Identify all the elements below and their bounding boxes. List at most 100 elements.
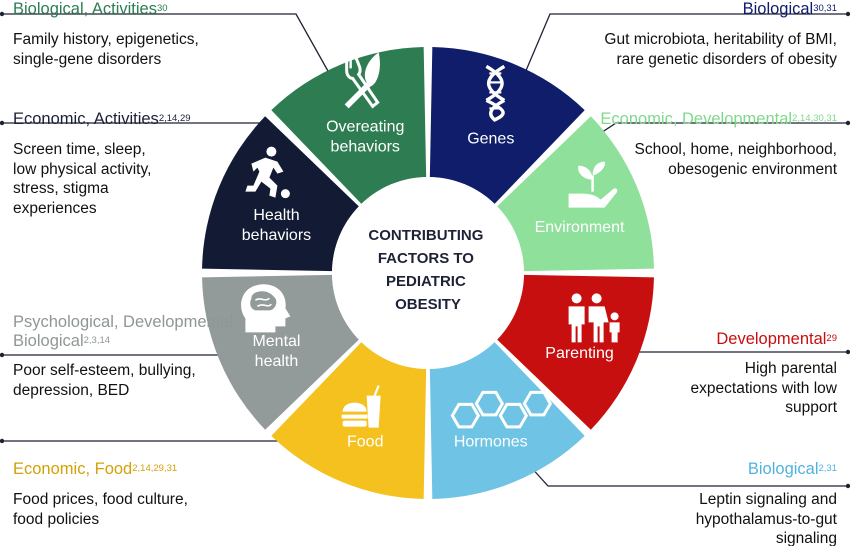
reference-superscript: 2,14,30,31 bbox=[792, 113, 837, 124]
family-icon-shape bbox=[588, 306, 609, 343]
fast-food-icon-shape bbox=[373, 385, 380, 397]
fast-food-icon-shape bbox=[342, 420, 367, 427]
reference-superscript: 2,14,29,31 bbox=[132, 463, 178, 474]
description-line: signaling bbox=[775, 530, 837, 546]
description-line: single-gene disorders bbox=[13, 50, 162, 68]
connector-dot bbox=[845, 349, 850, 355]
soccer-player-icon bbox=[245, 146, 290, 199]
segment-label-line: Genes bbox=[467, 130, 514, 147]
heading-text: Biological bbox=[747, 460, 819, 478]
hand-sprout-icon-shape bbox=[592, 161, 605, 176]
hexagon-molecule-icon-shape bbox=[450, 402, 481, 429]
description-line: Poor self-esteem, bullying, bbox=[13, 362, 196, 379]
reference-superscript: 30 bbox=[156, 3, 168, 14]
segment-genes bbox=[429, 47, 585, 204]
segment-label-genes: Genes bbox=[467, 130, 514, 147]
segment-label-hormones: Hormones bbox=[454, 434, 528, 451]
note-heading: Psychological, Developmental, Biological… bbox=[13, 313, 238, 351]
fast-food-icon-shape bbox=[366, 395, 381, 428]
description-line: Gut microbiota, heritability of BMI, bbox=[604, 31, 837, 48]
fork-knife-icon-shape bbox=[344, 52, 380, 109]
heading-text: Biological bbox=[742, 0, 814, 18]
connector-dot bbox=[0, 352, 5, 358]
segment-label-line: health bbox=[255, 353, 299, 370]
fast-food-icon-shape bbox=[341, 414, 368, 419]
note-heading: Biological, Activities30 bbox=[13, 0, 199, 19]
segment-label-line: Overeating bbox=[326, 118, 404, 135]
soccer-player-icon-shape bbox=[280, 189, 290, 199]
note-description: Screen time, sleep, low physical activit… bbox=[13, 140, 191, 218]
heading-text: Economic, Developmental bbox=[600, 110, 793, 128]
note-description: School, home, neighborhood, obesogenic e… bbox=[600, 140, 837, 179]
segment-label-line: behaviors bbox=[242, 227, 311, 244]
connector-dot bbox=[845, 11, 850, 17]
hand-sprout-icon-shape bbox=[568, 188, 618, 208]
description-line: obesogenic environment bbox=[668, 160, 837, 178]
reference-superscript: 2,3,14 bbox=[83, 335, 111, 346]
heading-text: Biological, Activities bbox=[13, 0, 157, 18]
segment-hormones bbox=[429, 342, 585, 499]
note-heading: Developmental29 bbox=[691, 330, 837, 349]
note-heading: Biological30,31 bbox=[604, 0, 837, 19]
center-line: PEDIATRIC bbox=[386, 273, 466, 290]
connector-line bbox=[521, 13, 850, 81]
segment-label-parenting: Parenting bbox=[545, 345, 614, 362]
note-description: Poor self-esteem, bullying, depression, … bbox=[13, 361, 238, 400]
heading-text: Economic, Food bbox=[13, 460, 133, 478]
connector-dot bbox=[845, 120, 850, 126]
fast-food-icon bbox=[341, 385, 381, 428]
note-description: High parental expectations with low supp… bbox=[691, 359, 837, 418]
heading-text: Developmental bbox=[716, 330, 827, 348]
note-developmental-parenting: Developmental29 High parental expectatio… bbox=[691, 330, 837, 418]
description-line: low physical activity, bbox=[13, 160, 152, 178]
note-description: Family history, epigenetics, single-gene… bbox=[13, 30, 199, 69]
description-line: rare genetic disorders of obesity bbox=[616, 50, 837, 68]
family-icon-shape bbox=[568, 306, 585, 343]
segment-label-line: behaviors bbox=[331, 138, 400, 155]
description-line: High parental bbox=[744, 360, 837, 377]
hand-sprout-icon-shape bbox=[578, 165, 593, 180]
fork-knife-icon-shape bbox=[345, 53, 380, 109]
hand-sprout-icon bbox=[568, 161, 618, 208]
center-title: CONTRIBUTING FACTORS TO PEDIATRIC OBESIT… bbox=[368, 227, 487, 313]
reference-superscript: 30,31 bbox=[813, 3, 837, 14]
center-hub bbox=[332, 177, 524, 369]
note-description: Gut microbiota, heritability of BMI, rar… bbox=[604, 30, 837, 69]
family-icon bbox=[568, 293, 620, 343]
segment-label-line: Health bbox=[253, 207, 299, 224]
heading-text: Psychological, Developmental, bbox=[13, 313, 238, 331]
connector-dot bbox=[845, 483, 850, 489]
description-line: expectations with low bbox=[690, 379, 837, 397]
segment-label-line: Environment bbox=[535, 219, 625, 236]
connector-line bbox=[0, 13, 334, 81]
note-biological-activities: Biological, Activities30 Family history,… bbox=[13, 0, 199, 69]
description-line: stress, stigma bbox=[13, 180, 109, 197]
soccer-player-icon-shape bbox=[245, 157, 284, 198]
segment-label-environment: Environment bbox=[535, 219, 625, 236]
reference-superscript: 29 bbox=[826, 333, 837, 344]
center-line: OBESITY bbox=[395, 296, 461, 313]
description-line: Screen time, sleep, bbox=[13, 141, 146, 158]
description-line: Leptin signaling and bbox=[699, 491, 837, 508]
family-icon-shape bbox=[610, 312, 619, 321]
note-economic-food: Economic, Food2,14,29,31 Food prices, fo… bbox=[13, 460, 188, 529]
heading-text: Economic, Activities bbox=[13, 110, 159, 128]
segment-mental-health bbox=[202, 274, 359, 430]
note-biological-genes: Biological30,31 Gut microbiota, heritabi… bbox=[604, 0, 837, 69]
connector-line bbox=[0, 440, 323, 456]
brain-head-icon bbox=[241, 284, 291, 333]
note-economic-activities: Economic, Activities2,14,29 Screen time,… bbox=[13, 110, 191, 218]
hexagon-molecule-icon bbox=[450, 390, 553, 429]
note-heading: Economic, Food2,14,29,31 bbox=[13, 460, 188, 479]
note-heading: Economic, Activities2,14,29 bbox=[13, 110, 191, 129]
note-psychological: Psychological, Developmental, Biological… bbox=[13, 313, 238, 400]
dna-icon-shape bbox=[485, 64, 506, 122]
note-description: Food prices, food culture, food policies bbox=[13, 490, 188, 529]
brain-head-icon-shape bbox=[254, 297, 272, 308]
dna-icon bbox=[485, 64, 506, 122]
segment-label-food: Food bbox=[347, 434, 383, 451]
description-line: support bbox=[785, 399, 837, 416]
segment-food bbox=[271, 342, 427, 499]
description-line: Family history, epigenetics, bbox=[13, 31, 199, 48]
